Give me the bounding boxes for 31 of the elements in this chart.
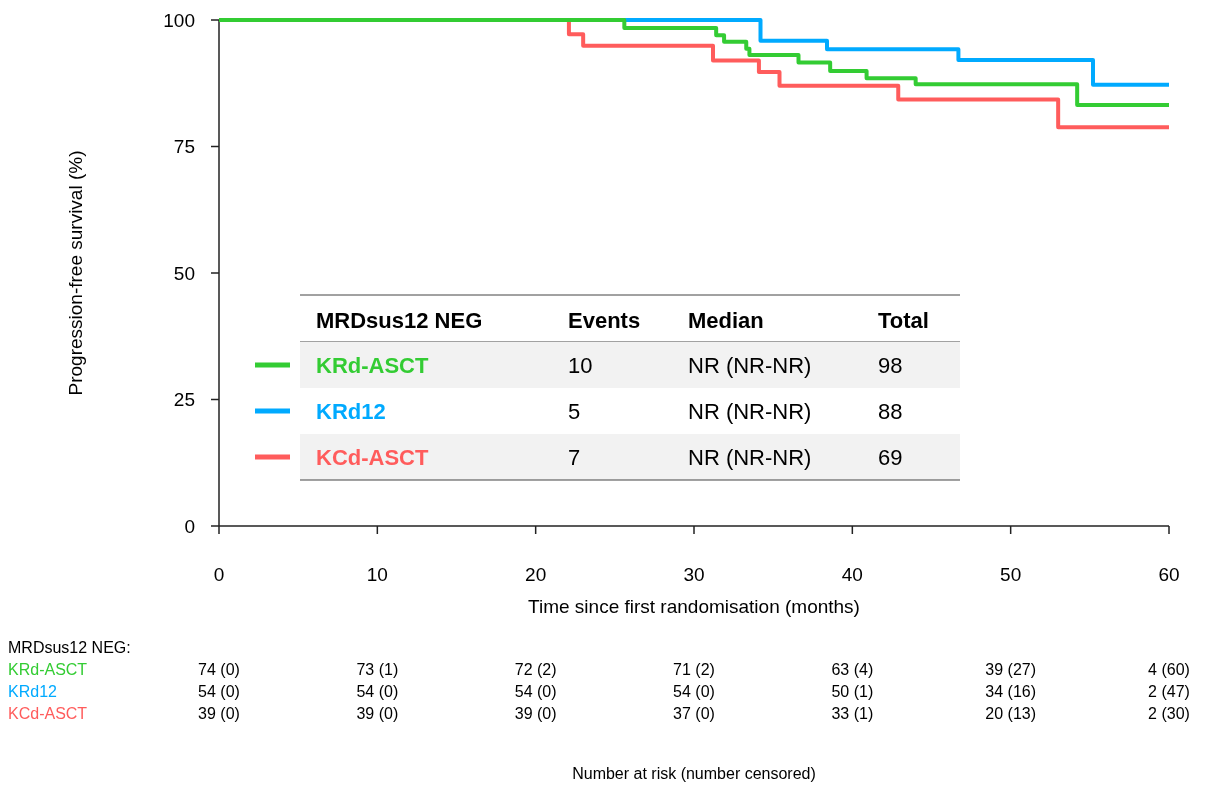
- annotation: 5: [568, 399, 581, 424]
- legend-label: KRd12: [316, 399, 386, 424]
- x-tick-label: 20: [525, 564, 547, 585]
- y-tick-label: 75: [173, 136, 195, 158]
- annotation: Median: [688, 308, 764, 333]
- annotation: 88: [878, 399, 903, 424]
- annotation: NR (NR-NR): [688, 353, 812, 378]
- x-tick-label: 30: [683, 564, 705, 585]
- x-tick-label: 50: [1000, 564, 1022, 585]
- annotation: 98: [878, 353, 903, 378]
- x-tick-label: 10: [366, 564, 388, 585]
- y-tick-label: 0: [184, 515, 195, 537]
- y-tick-label: 25: [173, 389, 195, 411]
- y-tick-label: 100: [163, 9, 195, 31]
- annotation: NR (NR-NR): [688, 445, 812, 470]
- annotation: 69: [878, 445, 903, 470]
- x-tick-label: 40: [841, 564, 863, 585]
- annotation: Events: [568, 308, 641, 333]
- x-tick-label: 0: [213, 564, 225, 585]
- legend-label: KCd-ASCT: [316, 445, 429, 470]
- legend-label: KRd-ASCT: [316, 353, 429, 378]
- annotation: MRDsus12 NEG: [316, 308, 483, 333]
- risk-table: MRDsus12 NEG: KRd-ASCT 74 (0) 73 (1) 72 (2) 71 (2) 63 (4) 39 (27) 4 (60) KRd12 54 (0) 54 (0) 54 (0) 54 (0) 50 (1) 34 (16) 2 (47) KCd-ASCT 39 (0) 39 (0) 39 (0) 37 (0) 33 (1) 20 (13) 2 (30) Number at risk (number censored): [8, 639, 1190, 782]
- x-tick-label: 60: [1158, 564, 1180, 585]
- y-axis-title: Progression-free survival (%): [65, 150, 86, 396]
- annotation: Total: [878, 308, 929, 333]
- y-tick-label: 50: [173, 262, 195, 284]
- annotation: NR (NR-NR): [688, 399, 812, 424]
- annotation: 10: [568, 353, 593, 378]
- x-axis-title: Time since first randomisation (months): [528, 596, 860, 617]
- annotation: 7: [568, 445, 581, 470]
